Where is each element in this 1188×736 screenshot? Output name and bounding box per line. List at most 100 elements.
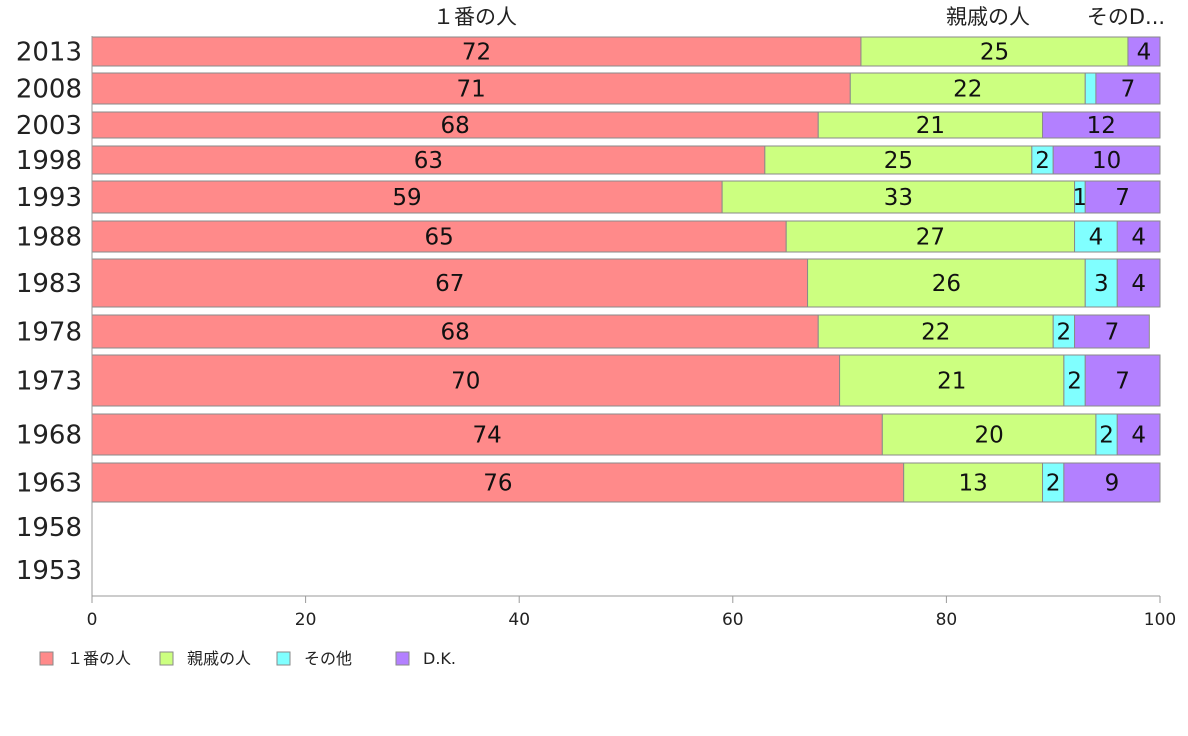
bar-segment: [1084, 258, 1118, 308]
data-label: 25: [884, 148, 913, 174]
y-tick-label: 2013: [16, 38, 82, 68]
bar-segment: [1074, 314, 1150, 349]
bar-segment: [860, 36, 1129, 67]
bar-segment: [91, 258, 809, 308]
data-label: 2: [1099, 423, 1114, 449]
y-tick-label: 2003: [16, 111, 82, 141]
data-label: 21: [937, 369, 966, 395]
data-label: 59: [392, 185, 421, 211]
bar-segment: [839, 354, 1065, 407]
bar-segment: [1116, 220, 1161, 253]
series-header-3: そのD...: [1087, 5, 1165, 29]
data-label: 27: [916, 225, 945, 251]
data-label: 4: [1131, 423, 1146, 449]
bar-segment: [1042, 111, 1161, 139]
data-label: 13: [958, 471, 987, 497]
y-tick-label: 1973: [16, 367, 82, 397]
bar-segment: [91, 36, 862, 67]
data-label: 70: [451, 369, 480, 395]
data-label: 4: [1089, 225, 1104, 251]
data-label: 74: [473, 423, 502, 449]
y-axis-labels: 2013 2008 2003 1998 1993 1988 1983 1978 1973 1968…: [16, 38, 82, 587]
data-label: 4: [1137, 40, 1152, 66]
legend-swatch-番の人: [39, 651, 54, 666]
data-label: 67: [435, 271, 464, 297]
bar-segment: [817, 111, 1044, 139]
data-label: 22: [921, 320, 950, 346]
bar-segment: [1116, 413, 1161, 456]
bar-segment: [807, 258, 1086, 308]
legend-swatch-親戚の人: [159, 651, 174, 666]
y-tick-label: 1963: [16, 469, 82, 499]
data-label: 71: [456, 77, 485, 103]
data-label: 12: [1087, 113, 1116, 139]
data-label: 20: [974, 423, 1003, 449]
bar-segment: [817, 314, 1054, 349]
y-tick-label: 1993: [16, 183, 82, 213]
data-label: 10: [1092, 148, 1121, 174]
data-label: 3: [1094, 271, 1109, 297]
data-label: 25: [980, 40, 1009, 66]
data-label: 9: [1105, 471, 1120, 497]
series-headers: １番の人 親戚の人 そのD...: [433, 5, 1165, 29]
data-label: 4: [1131, 271, 1146, 297]
y-tick-label: 1978: [16, 318, 82, 348]
bar-segment: [849, 72, 1086, 105]
bar-segment: [881, 413, 1097, 456]
legend-label-親戚の人: 親戚の人: [187, 649, 251, 668]
legend-label-番の人: １番の人: [67, 649, 131, 668]
data-label: 33: [884, 185, 913, 211]
x-tick-label: 60: [722, 610, 744, 630]
bar-segment: [1052, 145, 1161, 175]
bar-segment: [1084, 180, 1161, 214]
bar-segment: [91, 145, 766, 175]
bar-segment: [91, 354, 841, 407]
data-label: 76: [483, 471, 512, 497]
data-label: 22: [953, 77, 982, 103]
legend-label-その他: その他: [304, 649, 352, 668]
y-tick-label: 1953: [16, 556, 82, 586]
y-tick-label: 1983: [16, 269, 82, 299]
y-tick-label: 2008: [16, 75, 82, 105]
y-tick-label: 1998: [16, 146, 82, 176]
data-label: 1: [1073, 185, 1088, 211]
data-label: 2: [1067, 369, 1082, 395]
data-label: 2: [1046, 471, 1061, 497]
bar-segment: [1095, 72, 1161, 105]
x-tick-label: 100: [1144, 610, 1176, 630]
bar-segment: [1127, 36, 1161, 67]
data-label: 68: [440, 113, 469, 139]
x-tick-label: 40: [508, 610, 530, 630]
data-label: 21: [916, 113, 945, 139]
bar-segment: [1063, 462, 1161, 503]
bar-segment: [721, 180, 1076, 214]
bar-segment: [91, 111, 819, 139]
y-tick-label: 1968: [16, 421, 82, 451]
data-label: 2: [1057, 320, 1072, 346]
data-label: 72: [462, 40, 491, 66]
data-label: 2: [1035, 148, 1050, 174]
bar-segment: [91, 180, 723, 214]
legend: １番の人 親戚の人 その他 D.K.: [39, 649, 456, 668]
y-tick-label: 1988: [16, 223, 82, 253]
bar-segment: [1084, 354, 1161, 407]
legend-swatch-dk: [395, 651, 410, 666]
x-tick-label: 80: [936, 610, 958, 630]
y-tick-label: 1958: [16, 513, 82, 543]
data-label: 65: [424, 225, 453, 251]
x-tick-label: 0: [87, 610, 98, 630]
data-label: 7: [1105, 320, 1120, 346]
x-tick-label: 20: [295, 610, 317, 630]
legend-label-dk: D.K.: [423, 649, 456, 668]
bar-segment: [903, 462, 1044, 503]
x-axis: 0 20 40 60 80 100: [87, 36, 1176, 630]
data-label: 63: [414, 148, 443, 174]
data-label: 7: [1121, 77, 1136, 103]
data-label: 7: [1115, 185, 1130, 211]
series-header-1: １番の人: [433, 5, 517, 29]
data-label: 7: [1115, 369, 1130, 395]
bar-segment: [1116, 258, 1161, 308]
bar-segment: [91, 413, 883, 456]
